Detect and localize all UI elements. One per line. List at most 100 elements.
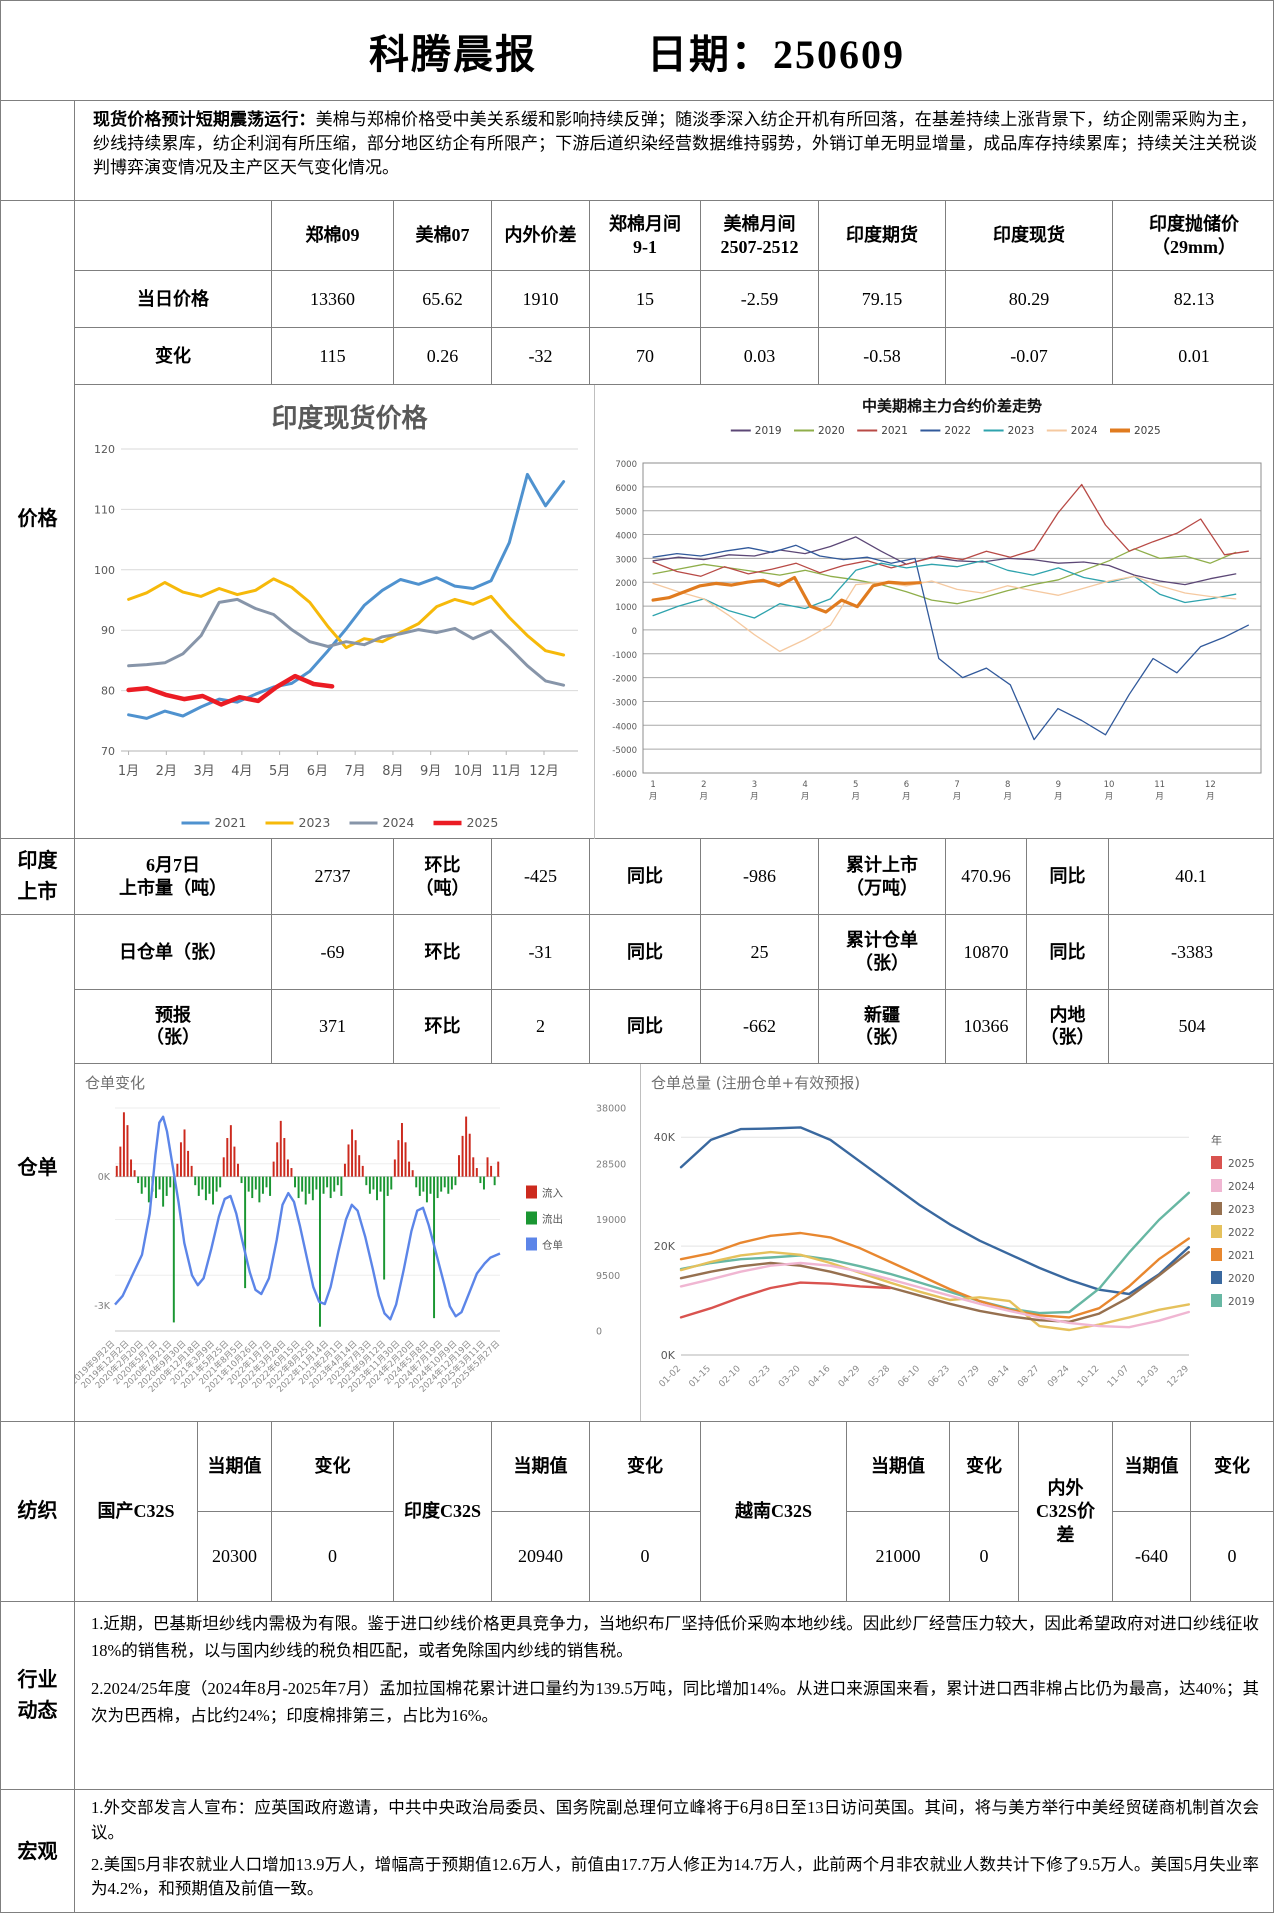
svg-text:2024: 2024 [1228, 1181, 1255, 1193]
svg-text:11: 11 [1154, 780, 1165, 790]
svg-text:2025: 2025 [1228, 1158, 1255, 1170]
forecast-value: 371 [272, 989, 394, 1063]
industry-news-body: 1.近期，巴基斯坦纱线内需极为有限。鉴于进口纱线价格更具竞争力，当地织布厂坚持低… [75, 1602, 1273, 1789]
forecast-mom-label: 环比 [394, 989, 492, 1063]
receipt-mom-label: 环比 [394, 915, 492, 989]
svg-text:6月: 6月 [307, 764, 328, 779]
svg-text:-4000: -4000 [612, 722, 637, 732]
yarn-current-value: 21000 [847, 1512, 950, 1602]
industry-news-item: 1.近期，巴基斯坦纱线内需极为有限。鉴于进口纱线价格更具竞争力，当地织布厂坚持低… [91, 1614, 1259, 1660]
svg-text:19000: 19000 [596, 1215, 626, 1226]
yarn-change-value: 0 [950, 1512, 1019, 1602]
svg-text:06-23: 06-23 [926, 1364, 952, 1390]
receipt-change-chart: 38000 28500 19000 9500 0 0K -3K 2019年9月2日 2019年1… [75, 1064, 641, 1421]
svg-text:1000: 1000 [615, 603, 637, 613]
svg-text:中美期棉主力合约价差走势: 中美期棉主力合约价差走势 [862, 397, 1042, 415]
xinjiang-value: 10366 [946, 989, 1027, 1063]
forecast-label: 预报 （张） [75, 989, 272, 1063]
india-yoy-label: 同比 [590, 839, 701, 914]
receipt-mom-value: -31 [492, 915, 590, 989]
receipt-cum-yoy-value: -3383 [1171, 941, 1213, 962]
svg-text:11-07: 11-07 [1106, 1364, 1132, 1390]
svg-text:2024: 2024 [1071, 425, 1098, 437]
india-listing-row: 6月7日 上市量（吨） 2737 环比 （吨） -425 同比 -986 累计上… [75, 839, 1273, 914]
price-table: 郑棉09 美棉07 内外价差 郑棉月间 9-1 美棉月间 2507-2512 印… [75, 201, 1273, 385]
svg-text:月: 月 [1003, 792, 1012, 802]
svg-text:-3K: -3K [94, 1301, 110, 1312]
price-change: 0.26 [394, 328, 492, 385]
svg-text:38000: 38000 [596, 1104, 626, 1115]
commentary-lead: 现货价格预计短期震荡运行： [93, 110, 316, 129]
svg-text:4000: 4000 [615, 532, 637, 542]
section-label-price: 价格 [1, 201, 75, 838]
receipt-total-chart: 40K 20K 0K 01-02 01-15 02-10 02-23 03-20 04-16 04… [641, 1064, 1273, 1421]
report-title: 科腾晨报 [369, 31, 537, 77]
india-cum-value: 470.96 [946, 839, 1027, 914]
svg-text:2: 2 [701, 780, 706, 790]
price-header-spread: 内外价差 [492, 201, 590, 271]
svg-text:07-29: 07-29 [956, 1364, 982, 1390]
svg-text:7月: 7月 [345, 764, 366, 779]
change-label: 变化 [950, 1422, 1019, 1512]
india-spot-price-chart: 120 110 100 90 80 70 1月 2月 3月 4月 5月 6月 7月 8月 9月 10月 11月 1… [75, 385, 595, 839]
svg-text:2023: 2023 [299, 815, 331, 830]
svg-text:10-12: 10-12 [1076, 1364, 1102, 1390]
india-listing-label: 6月7日 上市量（吨） [75, 839, 272, 914]
receipt-yoy-label: 同比 [590, 915, 701, 989]
svg-text:月: 月 [700, 792, 709, 802]
svg-text:仓单: 仓单 [542, 1239, 563, 1252]
svg-text:28500: 28500 [596, 1159, 626, 1170]
price-value: 79.15 [819, 271, 946, 328]
svg-text:2019: 2019 [755, 425, 782, 437]
svg-text:-3000: -3000 [612, 698, 637, 708]
yarn-name-india: 印度C32S [394, 1422, 492, 1602]
receipts-section: 仓单 日仓单（张） -69 环比 -31 同比 25 累计仓单 （张） 1087… [1, 915, 1273, 1422]
commentary-row: 现货价格预计短期震荡运行：美棉与郑棉价格受中美关系缓和影响持续反弹；随淡季深入纺… [1, 101, 1273, 201]
price-change: 115 [272, 328, 394, 385]
current-label: 当期值 [492, 1422, 590, 1512]
svg-text:120: 120 [94, 443, 115, 456]
svg-text:12-03: 12-03 [1136, 1364, 1162, 1390]
svg-text:流出: 流出 [542, 1213, 563, 1226]
price-header-blank [75, 201, 272, 271]
svg-text:01-15: 01-15 [687, 1364, 713, 1390]
svg-text:月: 月 [750, 792, 759, 802]
price-change: 0.01 [1113, 328, 1273, 385]
price-header-india-spot: 印度现货 [946, 201, 1113, 271]
svg-text:月: 月 [1155, 792, 1164, 802]
svg-text:4月: 4月 [231, 764, 252, 779]
change-label: 变化 [272, 1422, 394, 1512]
india-listing-value: 2737 [272, 839, 394, 914]
svg-text:06-10: 06-10 [897, 1364, 923, 1390]
svg-text:2020: 2020 [818, 425, 845, 437]
daily-receipt-value: -69 [272, 915, 394, 989]
yarn-name-spread: 内外 C32S价 差 [1019, 1422, 1113, 1602]
svg-text:70: 70 [101, 745, 115, 758]
svg-text:0: 0 [596, 1327, 602, 1338]
svg-text:0K: 0K [661, 1349, 676, 1362]
svg-text:仓单总量 (注册仓单+有效预报): 仓单总量 (注册仓单+有效预报) [651, 1074, 860, 1092]
price-change: -0.07 [946, 328, 1113, 385]
svg-text:8月: 8月 [382, 764, 403, 779]
svg-text:9月: 9月 [420, 764, 441, 779]
svg-text:5000: 5000 [615, 508, 637, 518]
inland-label: 内地 （张） [1027, 989, 1109, 1063]
svg-text:5月: 5月 [269, 764, 290, 779]
svg-text:9: 9 [1056, 780, 1061, 790]
commentary-side-cell [1, 101, 75, 200]
svg-text:110: 110 [94, 503, 115, 516]
price-value: -2.59 [701, 271, 819, 328]
svg-text:4: 4 [802, 780, 807, 790]
yarn-current-value: 20300 [198, 1512, 272, 1602]
current-label: 当期值 [198, 1422, 272, 1512]
yarn-change-value: 0 [590, 1512, 701, 1602]
forecast-yoy-value: -662 [701, 989, 819, 1063]
price-change: 0.03 [701, 328, 819, 385]
svg-text:03-20: 03-20 [777, 1364, 803, 1390]
india-cum-label: 累计上市 （万吨） [819, 839, 946, 914]
price-header-zm-month: 郑棉月间 9-1 [590, 201, 701, 271]
section-label-industry: 行业 动态 [1, 1602, 75, 1789]
svg-text:0K: 0K [98, 1172, 111, 1183]
daily-receipt-row: 日仓单（张） -69 环比 -31 同比 25 累计仓单 （张） 10870 同… [75, 915, 1273, 990]
svg-text:05-28: 05-28 [867, 1364, 893, 1390]
